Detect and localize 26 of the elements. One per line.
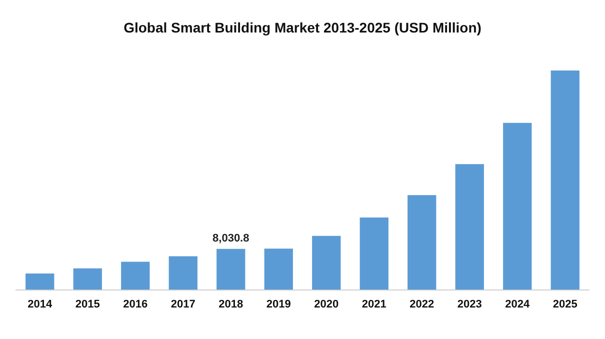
x-tick-label: 2024 xyxy=(505,298,530,310)
x-tick-label: 2025 xyxy=(552,298,578,310)
x-tick-label: 2015 xyxy=(75,298,100,310)
x-tick-label: 2021 xyxy=(362,298,386,310)
bar xyxy=(168,256,198,290)
x-tick-label: 2020 xyxy=(314,298,339,310)
x-tick-label: 2016 xyxy=(123,298,148,310)
x-tick-label: 2014 xyxy=(28,298,53,310)
bar xyxy=(455,164,484,290)
x-tick-label: 2017 xyxy=(170,298,196,310)
bar xyxy=(408,195,436,290)
data-label: 8,030.8 xyxy=(212,232,250,244)
chart-title: Global Smart Building Market 2013-2025 (USD Million) xyxy=(124,19,482,36)
x-tick-label: 2019 xyxy=(266,298,291,310)
x-tick-label: 2023 xyxy=(457,298,482,310)
x-tick-label: 2022 xyxy=(410,298,434,310)
bar xyxy=(26,274,54,290)
x-tick-label: 2018 xyxy=(218,298,244,310)
bar xyxy=(216,248,246,290)
bar xyxy=(312,236,341,290)
bar xyxy=(550,70,580,290)
bar xyxy=(360,218,388,290)
bar xyxy=(503,122,532,290)
bar xyxy=(264,248,293,290)
bar xyxy=(121,262,150,290)
bar xyxy=(73,268,102,290)
